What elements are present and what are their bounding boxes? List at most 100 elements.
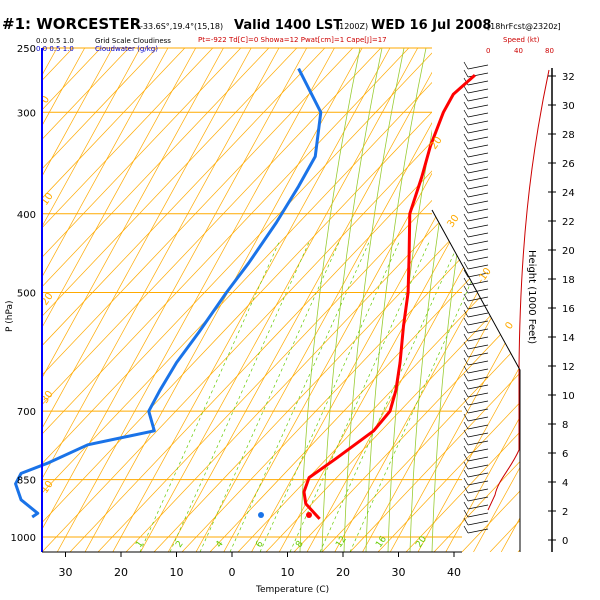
wind-barb — [467, 424, 489, 430]
moist-adiabat — [365, 48, 427, 552]
x-tick-label: 30 — [392, 566, 406, 579]
wind-barb — [467, 192, 489, 198]
wind-barb-flag — [463, 125, 469, 134]
mixing-ratio-label: 8 — [294, 539, 306, 550]
x-tick-label: 10 — [170, 566, 184, 579]
right-boundary — [431, 209, 521, 552]
wind-barb — [467, 448, 489, 454]
wind-barb — [467, 272, 489, 278]
wind-barb — [467, 392, 489, 398]
wind-barb-flag — [463, 429, 469, 438]
mixing-ratio-label: 1 — [134, 539, 145, 549]
wind-barb — [467, 72, 489, 78]
speed-tick: 40 — [514, 47, 523, 55]
isotherm-line — [42, 48, 113, 552]
adiabat-line — [42, 48, 326, 552]
wind-barb-flag — [463, 69, 469, 78]
pressure-tick-label: 700 — [17, 407, 36, 418]
surface-dewpoint-marker — [258, 512, 264, 518]
pressure-tick-label: 850 — [17, 476, 36, 487]
wind-barb — [467, 280, 489, 286]
wind-barb-flag — [463, 517, 469, 526]
wind-barb-flag — [463, 261, 469, 270]
station-grid: (15,18) — [194, 22, 223, 31]
adiabat-label: 0 — [39, 94, 52, 106]
wind-barb — [467, 216, 489, 222]
wind-barb — [467, 80, 489, 86]
wind-barb-flag — [463, 269, 469, 278]
wind-barb — [467, 520, 489, 526]
adiabat-line — [42, 48, 382, 552]
adiabat-line — [42, 48, 74, 552]
x-tick-label: 20 — [336, 566, 350, 579]
wind-barb — [467, 472, 489, 478]
moist-adiabat — [321, 48, 383, 552]
wind-barb-flag — [463, 277, 469, 286]
wind-barb — [467, 384, 489, 390]
wind-barb — [467, 400, 489, 406]
isotherm-line — [42, 48, 280, 552]
wind-barb-flag — [463, 325, 469, 334]
x-tick-label: 0 — [229, 566, 236, 579]
height-tick-label: 6 — [562, 449, 568, 460]
wind-barb — [467, 440, 489, 446]
wind-barb-flag — [463, 421, 469, 430]
wind-barb — [467, 488, 489, 494]
valid-date: WED 16 Jul 2008 — [371, 18, 491, 33]
wind-barb — [467, 496, 489, 502]
wind-barb — [467, 136, 489, 142]
adiabat-line — [574, 48, 600, 552]
isotherm-line — [417, 48, 520, 552]
cloudwater-scale: 0.0 0.5 1.0 — [36, 45, 74, 53]
wind-barb — [467, 96, 489, 102]
wind-barb-flag — [463, 405, 469, 414]
isotherm-line — [42, 48, 308, 552]
wind-barb-flag — [463, 149, 469, 158]
wind-barb-flag — [463, 61, 469, 70]
isotherm-line — [167, 48, 446, 552]
height-tick-label: 26 — [562, 159, 575, 170]
wind-barb-flag — [463, 525, 469, 534]
wind-barb — [467, 416, 489, 422]
height-tick-label: 18 — [562, 275, 575, 286]
wind-barb — [467, 88, 489, 94]
wind-barb — [467, 112, 489, 118]
wind-barb-flag — [463, 445, 469, 454]
wind-barb-flag — [463, 373, 469, 382]
isotherm-line — [42, 48, 169, 552]
station-coords: -33.6S°,19.4° — [140, 22, 194, 31]
wind-barb — [467, 312, 489, 318]
speed-tick: 0 — [486, 47, 490, 55]
mixing-ratio-line — [349, 239, 491, 552]
wind-barb — [467, 120, 489, 126]
mixing-ratio-line — [199, 239, 341, 552]
height-tick-label: 22 — [562, 217, 575, 228]
wind-barb — [467, 160, 489, 166]
adiabat-line — [42, 48, 466, 552]
valid-time: Valid 1400 LST — [234, 18, 342, 33]
isotherm-line — [42, 48, 252, 552]
adiabat-line — [42, 48, 186, 552]
isotherm-line — [42, 48, 141, 552]
wind-barb-flag — [463, 213, 469, 222]
wind-barb-flag — [463, 341, 469, 350]
wind-barb-flag — [463, 317, 469, 326]
wind-barb — [467, 264, 489, 270]
wind-barb-flag — [463, 221, 469, 230]
wind-barb-flag — [463, 117, 469, 126]
adiabat-line — [293, 48, 520, 552]
wind-barb-flag — [463, 389, 469, 398]
wind-barb — [467, 456, 489, 462]
adiabat-line — [42, 48, 130, 552]
wind-barb-flag — [463, 181, 469, 190]
wind-barb — [467, 296, 489, 302]
wind-barb-flag — [463, 349, 469, 358]
wind-barb-flag — [463, 509, 469, 518]
height-tick-label: 0 — [562, 536, 568, 547]
wind-barb-flag — [463, 85, 469, 94]
wind-barb-flag — [463, 245, 469, 254]
pressure-tick-label: 500 — [17, 289, 36, 300]
cloudiness-label: Grid Scale Cloudiness — [95, 37, 171, 45]
isotherm-line — [0, 48, 1, 552]
